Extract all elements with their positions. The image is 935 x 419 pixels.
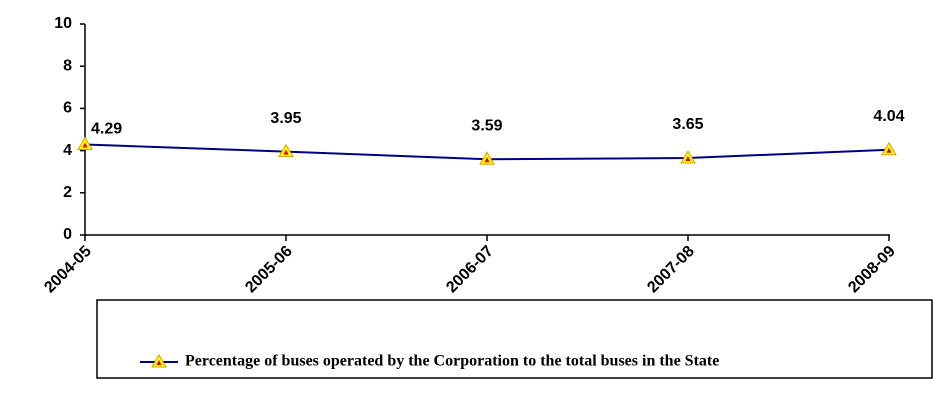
y-tick-label: 2 xyxy=(63,184,72,201)
point-marker xyxy=(881,141,897,156)
marker-center xyxy=(484,157,490,163)
legend-label: Percentage of buses operated by the Corp… xyxy=(185,353,719,370)
data-label: 3.59 xyxy=(471,117,502,134)
marker-center xyxy=(283,149,289,155)
marker-center xyxy=(886,147,892,153)
point-marker xyxy=(77,136,93,150)
data-label: 4.04 xyxy=(873,108,904,125)
point-marker xyxy=(479,151,495,165)
y-tick-label: 8 xyxy=(63,57,72,74)
y-tick-label: 4 xyxy=(63,142,72,159)
x-tick-label: 2006-07 xyxy=(443,243,497,297)
x-tick-label: 2008-09 xyxy=(845,243,899,297)
point-marker xyxy=(680,149,696,164)
y-tick-label: 10 xyxy=(54,15,72,32)
marker-center xyxy=(685,155,691,161)
x-tick-label: 2007-08 xyxy=(644,243,698,297)
marker-center xyxy=(82,142,88,148)
legend xyxy=(96,299,933,379)
x-tick-label: 2005-06 xyxy=(242,243,296,297)
point-marker xyxy=(278,143,294,158)
x-tick-label: 2004-05 xyxy=(41,243,95,297)
y-tick-label: 6 xyxy=(63,100,72,117)
y-tick-label: 0 xyxy=(63,226,72,243)
data-label: 4.29 xyxy=(91,121,122,138)
data-label: 3.65 xyxy=(672,116,703,133)
legend-marker-center xyxy=(156,360,162,365)
data-label: 3.95 xyxy=(270,110,301,127)
